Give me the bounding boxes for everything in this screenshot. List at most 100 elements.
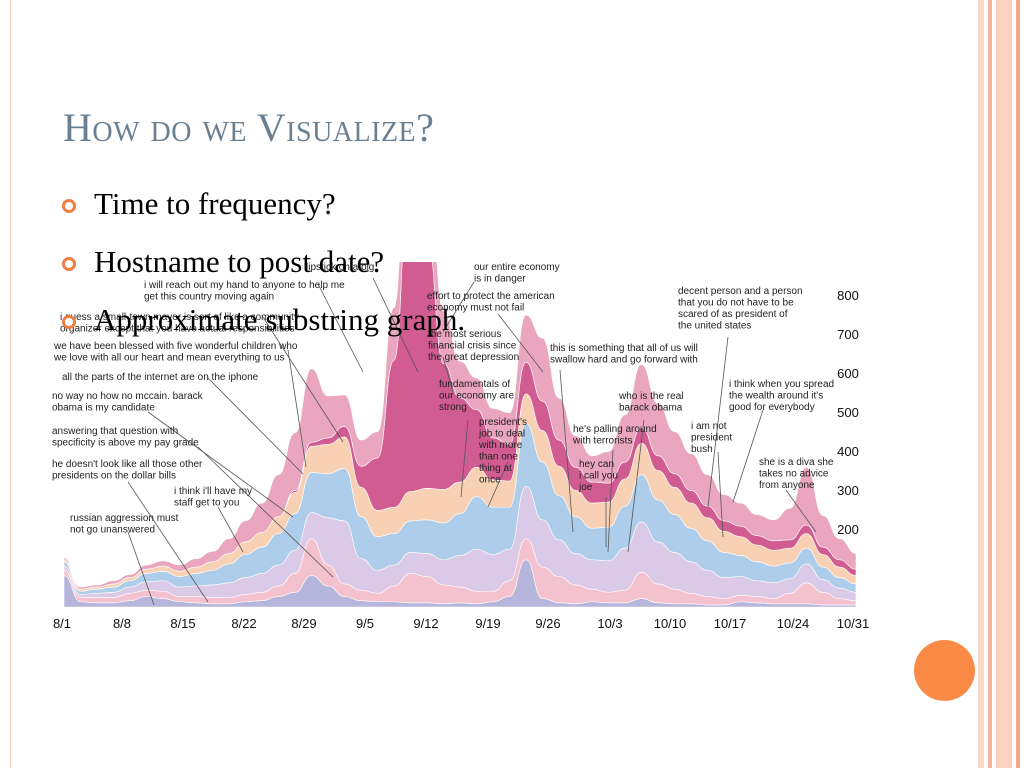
slide-title: How do we Visualize? xyxy=(63,105,435,150)
bullet-item: Hostname to post date? xyxy=(62,244,465,302)
chart-annotation: we have been blessed with five wonderful… xyxy=(53,341,298,364)
chart-annotation: effort to protect the american economy mu… xyxy=(427,291,555,314)
annotation-leader-line xyxy=(607,449,614,553)
annotation-line: job to deal xyxy=(478,429,525,440)
annotation-leader-line xyxy=(197,446,334,578)
annotation-line: the most serious xyxy=(428,329,501,340)
chart-annotation: i guess a small-town mayor is sort of li… xyxy=(60,312,299,335)
annotation-line: barack obama xyxy=(619,403,683,414)
annotation-leader-line xyxy=(785,489,817,533)
annotation-line: i am not xyxy=(691,421,727,432)
annotation-line: he doesn't look like all those other xyxy=(52,459,203,470)
annotation-leader-line xyxy=(207,377,304,475)
annotation-line: with more xyxy=(478,440,523,451)
annotation-line: i think when you spread xyxy=(729,379,834,390)
bullet-item: Time to frequency? xyxy=(62,186,465,244)
chart-annotation: hey can i call you joe xyxy=(578,459,618,493)
annotation-line: bush xyxy=(691,444,713,455)
chart-annotation: fundamentals of our economy are strong xyxy=(439,379,514,413)
annotation-line: he's palling around xyxy=(573,424,657,435)
x-tick-label: 9/26 xyxy=(535,616,560,631)
annotation-leader-line xyxy=(287,349,307,468)
annotation-leader-line xyxy=(127,531,155,606)
annotation-line: with terrorists xyxy=(572,436,632,447)
annotation-leader-line xyxy=(627,419,645,553)
x-tick-label: 10/3 xyxy=(597,616,622,631)
y-tick-label: 500 xyxy=(837,405,859,420)
x-tick-label: 9/5 xyxy=(356,616,374,631)
chart-annotation: i will reach out my hand to anyone to he… xyxy=(144,280,345,303)
annotation-line: that you do not have to be xyxy=(678,298,794,309)
annotation-line: economy must not fail xyxy=(427,303,524,314)
chart-annotation: our entire economy is in danger xyxy=(474,262,560,285)
annotation-line: not go unanswered xyxy=(70,525,155,536)
annotation-line: the wealth around it's xyxy=(729,391,823,402)
annotation-line: than one xyxy=(479,452,518,463)
annotation-leader-line xyxy=(717,451,724,538)
x-tick-label: 9/12 xyxy=(413,616,438,631)
annotation-line: joe xyxy=(578,482,593,493)
chart-annotation: president's job to deal with more than one t… xyxy=(478,417,527,486)
stripe xyxy=(1016,0,1020,768)
annotation-line: i guess a small-town mayor is sort of li… xyxy=(60,312,299,323)
annotation-line: obama is my candidate xyxy=(52,403,155,414)
annotation-leader-line xyxy=(372,277,419,373)
annotation-line: we love with all our heart and mean ever… xyxy=(53,353,285,364)
annotation-line: thing at xyxy=(479,463,512,474)
chart-annotation: all the parts of the internet are on the… xyxy=(62,372,259,383)
chart-annotation: no way no how no mccain. barack obama is … xyxy=(52,391,204,414)
y-tick-label: 300 xyxy=(837,483,859,498)
stripe xyxy=(996,0,1012,768)
annotation-line: organizer except that you have actual re… xyxy=(60,324,295,335)
annotation-line: good for everybody xyxy=(729,402,815,413)
annotation-line: i call you xyxy=(579,471,618,482)
annotation-line: president's xyxy=(479,417,527,428)
annotation-line: our entire economy xyxy=(474,262,560,273)
annotation-line: who is the real xyxy=(618,391,683,402)
annotation-line: we have been blessed with five wonderful… xyxy=(53,341,298,352)
annotation-line: the great depression xyxy=(428,352,519,363)
stripe xyxy=(988,0,992,768)
chart-annotation: lipstick on a pig xyxy=(306,262,374,273)
x-tick-label: 9/19 xyxy=(475,616,500,631)
annotation-line: fundamentals of xyxy=(439,379,510,390)
annotation-leader-line xyxy=(147,411,294,518)
annotation-line: scared of as president of xyxy=(678,309,788,320)
annotation-line: the united states xyxy=(678,321,751,332)
annotation-line: specificity is above my pay grade xyxy=(52,438,199,449)
streamgraph-chart: 8/1 8/8 8/15 8/22 8/29 9/5 9/12 9/19 9/26 10/3 10/… xyxy=(48,262,874,634)
decorative-stripes xyxy=(978,0,1024,768)
chart-annotation: i am not president bush xyxy=(691,421,732,455)
annotation-line: russian aggression must xyxy=(70,513,179,524)
chart-svg: 8/1 8/8 8/15 8/22 8/29 9/5 9/12 9/19 9/26 10/3 10/… xyxy=(52,262,869,631)
x-tick-label: 10/10 xyxy=(654,616,687,631)
chart-annotation: who is the real barack obama xyxy=(618,391,683,414)
annotation-leader-line xyxy=(127,481,209,603)
y-tick-label: 600 xyxy=(837,366,859,381)
decorative-orange-dot xyxy=(914,640,975,701)
chart-annotation: this is something that all of us will swa… xyxy=(550,343,698,366)
annotation-leader-line xyxy=(442,281,475,333)
annotation-line: she is a diva she xyxy=(759,457,834,468)
annotation-line: from anyone xyxy=(759,480,815,491)
x-tick-label: 8/8 xyxy=(113,616,131,631)
annotation-line: lipstick on a pig xyxy=(306,262,374,273)
frame-line xyxy=(10,0,11,768)
chart-annotation: he's palling around with terrorists xyxy=(572,424,657,447)
bullet-text: Approximate substring graph. xyxy=(94,302,466,337)
x-tick-label: 8/29 xyxy=(291,616,316,631)
bullet-list: Time to frequency? Hostname to post date… xyxy=(62,186,465,360)
annotation-line: swallow hard and go forward with xyxy=(550,355,698,366)
annotation-line: all the parts of the internet are on the… xyxy=(62,372,259,383)
annotation-leader-line xyxy=(262,316,344,443)
x-tick-label: 10/17 xyxy=(714,616,747,631)
annotation-line: takes no advice xyxy=(759,469,829,480)
annotation-line: i will reach out my hand to anyone to he… xyxy=(144,280,345,291)
annotation-leader-line xyxy=(442,356,454,393)
annotation-line: president xyxy=(691,433,732,444)
annotation-line: get this country moving again xyxy=(144,292,274,303)
chart-annotation: answering that question with specificity … xyxy=(52,426,199,449)
bullet-item: Approximate substring graph. xyxy=(62,302,465,360)
chart-annotation: decent person and a person that you do no… xyxy=(678,286,803,332)
chart-annotation: i think when you spread the wealth around… xyxy=(729,379,834,413)
